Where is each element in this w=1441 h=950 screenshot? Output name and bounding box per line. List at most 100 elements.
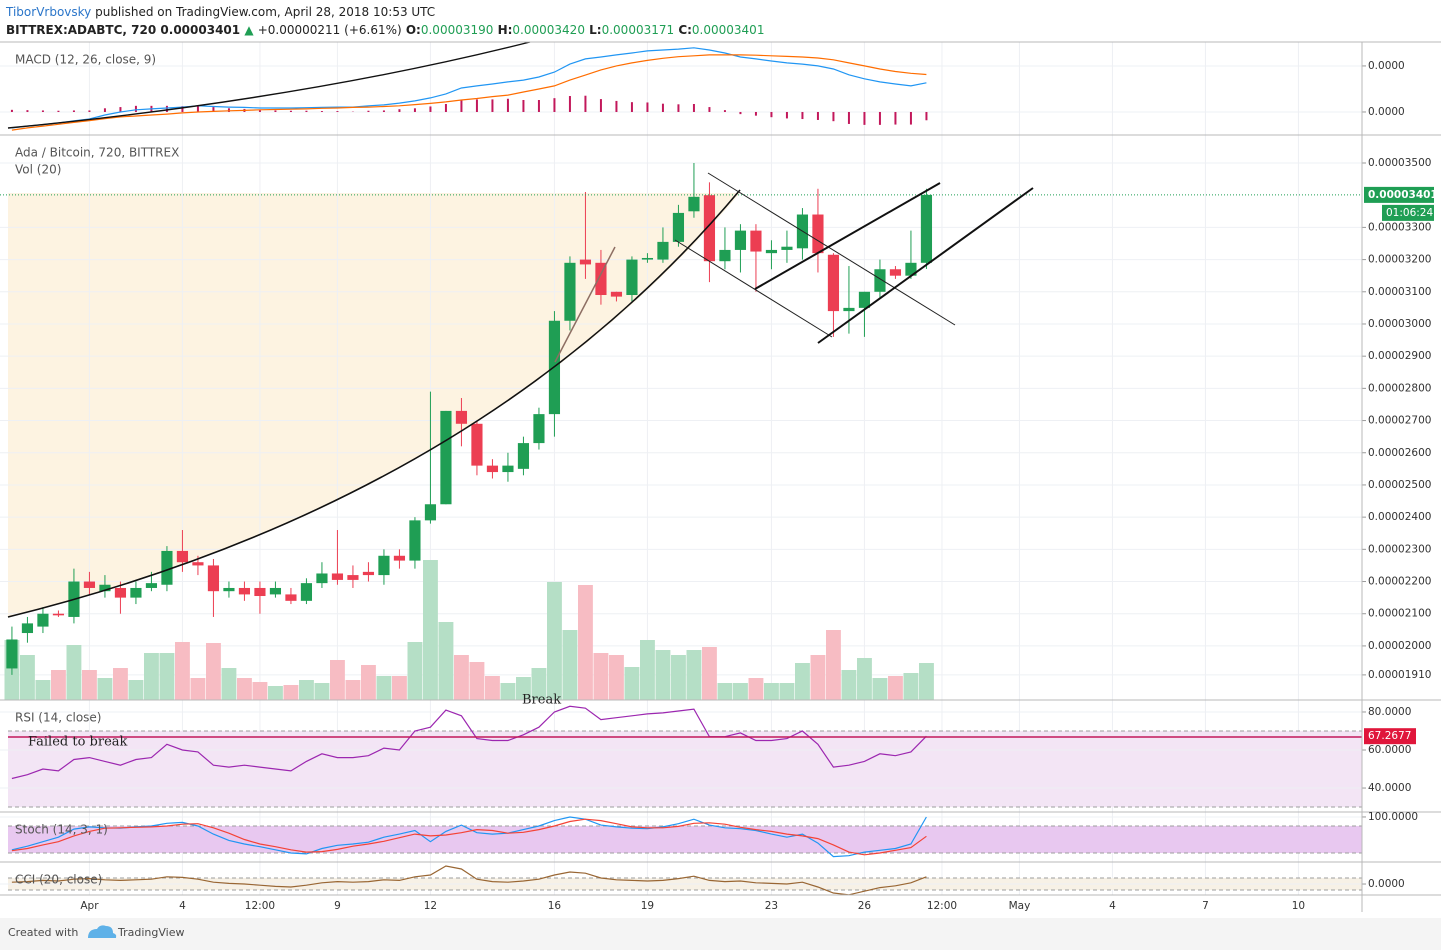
y-tick-label: 0.00001910 (1368, 669, 1431, 681)
candle-body (564, 262, 576, 321)
candle-body (331, 573, 344, 580)
candle-body (393, 555, 406, 561)
drawings (7, 41, 1362, 738)
volume-bar (531, 668, 547, 700)
volume-bar (422, 560, 438, 700)
header-line-2: BITTREX:ADABTC, 720 0.00003401 ▲ +0.0000… (6, 23, 764, 37)
volume-bar (903, 673, 919, 700)
volume-bar (872, 678, 888, 700)
y-tick-label: 0.0000 (1368, 106, 1405, 118)
channel-line (707, 172, 956, 326)
candle-body (579, 259, 592, 265)
price: 0.00003401 (160, 23, 240, 37)
candle-body (161, 550, 173, 585)
x-tick-label: 12 (424, 900, 437, 912)
pane-title: MACD (12, 26, close, 9) (15, 53, 156, 67)
y-tick-label: 0.00002400 (1368, 511, 1431, 523)
header-line-1: TiborVrbovsky published on TradingView.c… (5, 5, 435, 19)
countdown: 01:06:24 (1386, 207, 1433, 219)
channel-line (817, 187, 1034, 344)
candle-body (502, 465, 514, 473)
y-tick-label: 0.00002000 (1368, 640, 1431, 652)
trend-curve (7, 189, 741, 618)
pane-title: CCI (20, close) (15, 873, 102, 887)
volume-bar (391, 676, 407, 700)
candle-body (889, 269, 902, 276)
volume-bar (810, 655, 826, 700)
candle-body (130, 587, 142, 598)
candle-body (920, 194, 933, 263)
published: published on TradingView.com, April 28, … (95, 5, 435, 19)
candle-body (254, 587, 266, 597)
volume-bar (97, 678, 113, 700)
pane (0, 862, 1366, 896)
volume-bar (35, 680, 51, 700)
candle-body (21, 623, 34, 634)
candle-body (874, 269, 886, 292)
candle-body (83, 581, 96, 588)
last-price-box (1364, 186, 1434, 203)
countdown-box (1382, 204, 1434, 221)
volume-bar (857, 658, 872, 700)
candle-body (641, 257, 654, 260)
y-tick-label: 0.00002900 (1368, 350, 1431, 362)
volume-bar (205, 643, 221, 700)
candle-body (269, 587, 282, 595)
y-tick-label: 0.00003100 (1368, 286, 1431, 298)
candle-body (378, 555, 390, 576)
x-tick-label: 4 (1109, 900, 1116, 912)
candle-body (285, 594, 297, 601)
volume-bar (547, 582, 562, 700)
volume-title: Vol (20) (15, 163, 61, 177)
y-tick-label: 40.0000 (1368, 782, 1411, 794)
y-tick-label: 0.00002300 (1368, 543, 1431, 555)
pane (0, 135, 1366, 700)
candle-body (626, 259, 638, 296)
volume-bar (438, 622, 454, 700)
candle-body (610, 291, 623, 297)
symbol: BITTREX:ADABTC, 720 (6, 23, 156, 37)
volume-bar (50, 670, 66, 700)
volume-bar (624, 667, 640, 700)
change: +0.00000211 (+6.61%) (258, 23, 402, 37)
candle-body (316, 573, 328, 584)
y-tick-label: 0.00002200 (1368, 576, 1431, 588)
candle-body (719, 249, 731, 262)
volume-bar (717, 683, 733, 700)
y-tick-label: 0.00003200 (1368, 254, 1431, 266)
candle-body (812, 214, 824, 254)
x-tick-label: 16 (548, 900, 562, 912)
volume-bar (841, 670, 857, 700)
author[interactable]: TiborVrbovsky (5, 5, 91, 19)
pane (0, 700, 1366, 812)
y-tick-label: 0.00002800 (1368, 382, 1431, 394)
y-tick-label: 0.00002600 (1368, 447, 1431, 459)
channel-line (754, 182, 941, 290)
candle-body (781, 246, 793, 250)
low: 0.00003171 (602, 23, 675, 37)
volume-bar (516, 677, 531, 700)
annotation: Break (522, 693, 561, 708)
open-label: O: (406, 23, 421, 37)
y-tick-label: 0.00002700 (1368, 415, 1431, 427)
underlay (8, 193, 740, 617)
open: 0.00003190 (421, 23, 494, 37)
volume-bar (190, 678, 206, 700)
volume-bar (298, 680, 314, 700)
candle-body (6, 639, 18, 669)
volume-bar (159, 653, 175, 700)
brand[interactable]: TradingView (117, 926, 184, 939)
x-tick-label: 4 (179, 900, 186, 912)
volume-bar (267, 686, 283, 700)
volume-bar (81, 670, 97, 700)
candle-body (595, 262, 607, 296)
indicator-line (11, 705, 927, 780)
candle-body (440, 410, 452, 505)
volume-bar (593, 653, 609, 700)
candle-body (114, 587, 127, 598)
candle-body (176, 550, 189, 563)
candle-body (238, 587, 251, 595)
volume-bar (112, 668, 128, 700)
indicator-line (11, 865, 927, 896)
volume-bar (252, 682, 268, 700)
